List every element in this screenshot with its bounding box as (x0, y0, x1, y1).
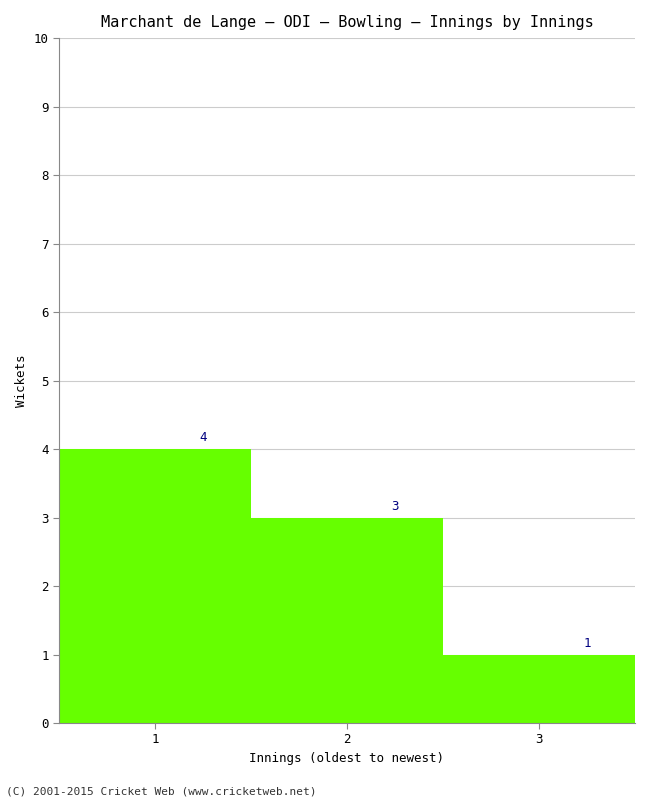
Text: 4: 4 (200, 431, 207, 444)
X-axis label: Innings (oldest to newest): Innings (oldest to newest) (250, 752, 445, 765)
Title: Marchant de Lange – ODI – Bowling – Innings by Innings: Marchant de Lange – ODI – Bowling – Inni… (101, 15, 593, 30)
Bar (251, 518, 443, 723)
Text: 1: 1 (583, 637, 591, 650)
Y-axis label: Wickets: Wickets (15, 354, 28, 407)
Text: (C) 2001-2015 Cricket Web (www.cricketweb.net): (C) 2001-2015 Cricket Web (www.cricketwe… (6, 786, 317, 796)
Bar (59, 449, 251, 723)
Text: 3: 3 (391, 500, 398, 513)
Bar (443, 654, 635, 723)
